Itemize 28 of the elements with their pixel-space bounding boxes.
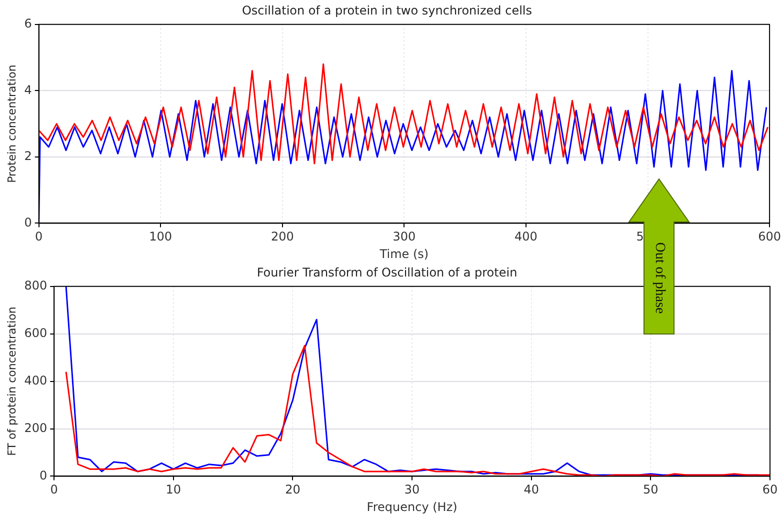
annotation: Out of phase	[651, 242, 668, 314]
chart-title: Fourier Transform of Oscillation of a protein	[256, 265, 518, 280]
x-tick-label: 50	[643, 482, 658, 497]
y-tick-label: 2	[24, 149, 32, 164]
y-tick-label: 6	[24, 16, 32, 31]
x-tick-label: 60	[762, 482, 778, 497]
y-tick-label: 200	[24, 420, 48, 435]
x-tick-label: 200	[270, 230, 294, 244]
x-axis-title: Frequency (Hz)	[366, 500, 458, 514]
x-tick-label: 20	[285, 482, 300, 497]
y-axis-title: Protein concentration	[5, 64, 18, 183]
x-tick-label: 100	[149, 230, 172, 244]
y-tick-label: 800	[24, 278, 48, 293]
y-tick-label: 4	[24, 82, 32, 97]
y-tick-label: 600	[24, 326, 48, 340]
y-axis-title: FT of protein concentration	[5, 306, 18, 456]
x-tick-label: 10	[166, 482, 182, 497]
x-tick-label: 40	[524, 482, 540, 497]
x-tick-label: 30	[404, 482, 420, 497]
x-tick-label: 0	[50, 482, 58, 497]
chart-title: Oscillation of a protein in two synchronized cells	[242, 3, 532, 18]
y-tick-label: 0	[24, 215, 32, 230]
x-axis-title: Time (s)	[378, 246, 429, 261]
y-tick-label: 400	[24, 373, 48, 388]
x-tick-label: 400	[514, 230, 538, 244]
y-tick-label: 0	[39, 468, 48, 482]
x-tick-label: 300	[392, 230, 416, 244]
x-tick-label: 600	[758, 230, 781, 244]
